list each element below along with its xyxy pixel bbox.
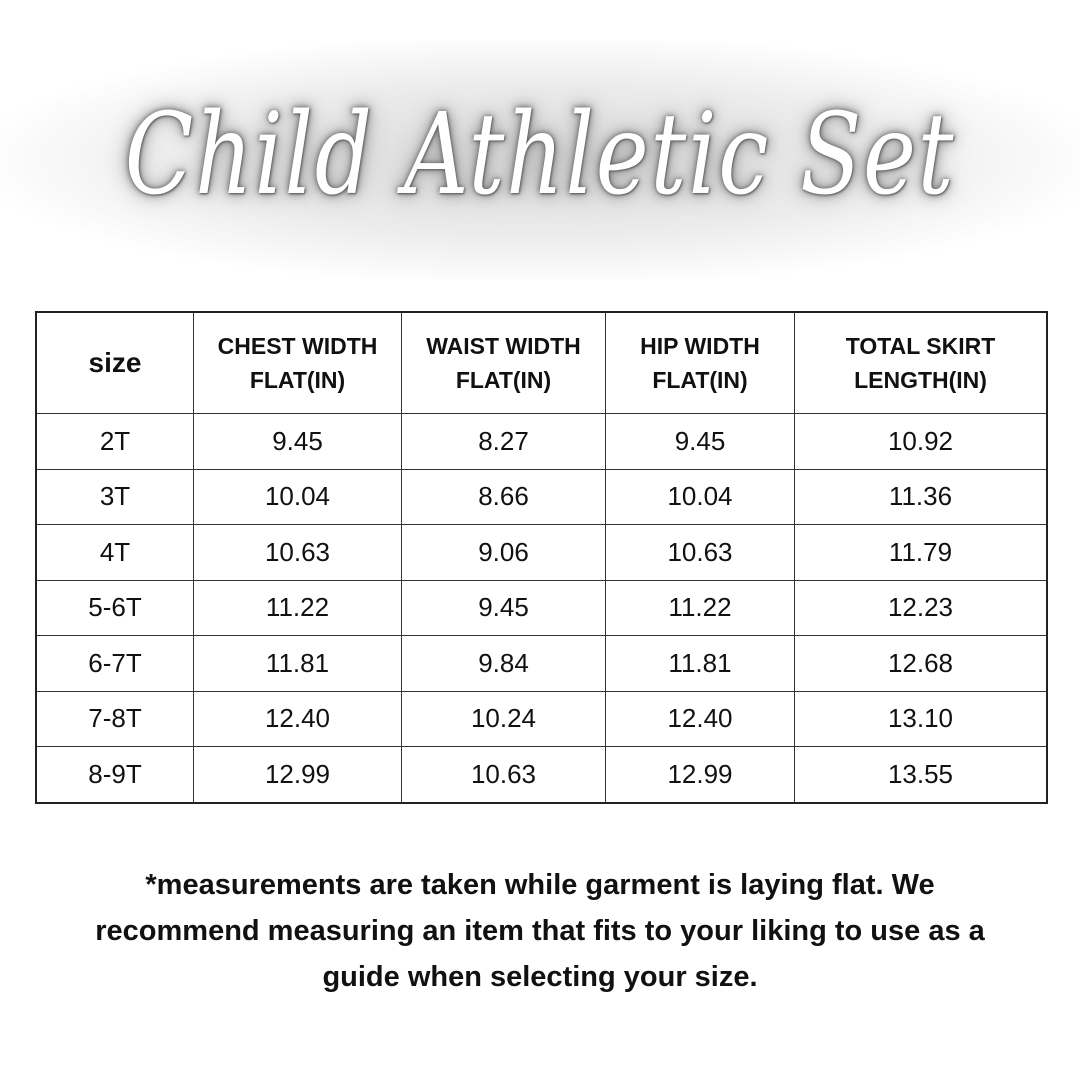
cell-waist-width: 10.63 bbox=[401, 746, 606, 803]
table-row: 6-7T 11.81 9.84 11.81 12.68 bbox=[35, 635, 1048, 692]
cell-hip-width: 11.22 bbox=[605, 579, 795, 636]
cell-chest-width: 9.45 bbox=[193, 413, 402, 470]
cell-total-skirt-length: 10.92 bbox=[794, 413, 1048, 470]
header-chest-width: CHEST WIDTH FLAT(IN) bbox=[193, 311, 402, 414]
cell-hip-width: 9.45 bbox=[605, 413, 795, 470]
cell-size: 6-7T bbox=[35, 635, 194, 692]
header-hip-width: HIP WIDTH FLAT(IN) bbox=[605, 311, 795, 414]
header-label: FLAT(IN) bbox=[455, 367, 552, 393]
table-row: 8-9T 12.99 10.63 12.99 13.55 bbox=[35, 746, 1048, 803]
cell-total-skirt-length: 13.10 bbox=[794, 690, 1048, 747]
cell-waist-width: 8.27 bbox=[401, 413, 606, 470]
header-size: size bbox=[35, 311, 194, 414]
size-chart-table: size CHEST WIDTH FLAT(IN) WAIST WIDTH FLAT… bbox=[35, 311, 1048, 804]
note-line: recommend measuring an item that fits to… bbox=[95, 915, 985, 947]
cell-size: 4T bbox=[35, 524, 194, 581]
table-header-row: size CHEST WIDTH FLAT(IN) WAIST WIDTH FLAT… bbox=[35, 311, 1048, 414]
page-title: Child Athletic Set bbox=[124, 90, 956, 220]
cell-size: 7-8T bbox=[35, 690, 194, 747]
cell-size: 8-9T bbox=[35, 746, 194, 803]
cell-waist-width: 9.45 bbox=[401, 579, 606, 636]
cell-size: 3T bbox=[35, 468, 194, 525]
header-label: size bbox=[88, 347, 142, 378]
table-row: 7-8T 12.40 10.24 12.40 13.10 bbox=[35, 690, 1048, 747]
cell-waist-width: 10.24 bbox=[401, 690, 606, 747]
cell-chest-width: 12.99 bbox=[193, 746, 402, 803]
cell-hip-width: 10.04 bbox=[605, 468, 795, 525]
table-row: 4T 10.63 9.06 10.63 11.79 bbox=[35, 524, 1048, 581]
cell-size: 2T bbox=[35, 413, 194, 470]
cell-hip-width: 12.40 bbox=[605, 690, 795, 747]
cell-hip-width: 12.99 bbox=[605, 746, 795, 803]
cell-waist-width: 8.66 bbox=[401, 468, 606, 525]
table-row: 2T 9.45 8.27 9.45 10.92 bbox=[35, 413, 1048, 470]
header-label: FLAT(IN) bbox=[249, 367, 346, 393]
cell-chest-width: 10.63 bbox=[193, 524, 402, 581]
header-label: WAIST WIDTH bbox=[426, 333, 581, 359]
table-row: 5-6T 11.22 9.45 11.22 12.23 bbox=[35, 579, 1048, 636]
header-total-skirt-length: TOTAL SKIRT LENGTH(IN) bbox=[794, 311, 1048, 414]
cell-chest-width: 11.81 bbox=[193, 635, 402, 692]
header-label: CHEST WIDTH bbox=[217, 333, 378, 359]
cell-total-skirt-length: 11.36 bbox=[794, 468, 1048, 525]
cell-total-skirt-length: 12.23 bbox=[794, 579, 1048, 636]
measurement-note: *measurements are taken while garment is… bbox=[0, 862, 1080, 1000]
header-waist-width: WAIST WIDTH FLAT(IN) bbox=[401, 311, 606, 414]
table-row: 3T 10.04 8.66 10.04 11.36 bbox=[35, 468, 1048, 525]
cell-hip-width: 10.63 bbox=[605, 524, 795, 581]
title-glow-background bbox=[0, 40, 1080, 280]
note-line: guide when selecting your size. bbox=[322, 961, 758, 993]
title-container: Child Athletic Set bbox=[0, 85, 1080, 235]
cell-size: 5-6T bbox=[35, 579, 194, 636]
header-label: FLAT(IN) bbox=[652, 367, 748, 393]
cell-total-skirt-length: 11.79 bbox=[794, 524, 1048, 581]
cell-hip-width: 11.81 bbox=[605, 635, 795, 692]
header-label: TOTAL SKIRT bbox=[845, 333, 996, 359]
cell-chest-width: 12.40 bbox=[193, 690, 402, 747]
cell-chest-width: 10.04 bbox=[193, 468, 402, 525]
header-label: LENGTH(IN) bbox=[854, 367, 987, 393]
header-label: HIP WIDTH bbox=[640, 333, 760, 359]
cell-total-skirt-length: 13.55 bbox=[794, 746, 1048, 803]
note-line: *measurements are taken while garment is… bbox=[145, 869, 935, 901]
cell-chest-width: 11.22 bbox=[193, 579, 402, 636]
cell-total-skirt-length: 12.68 bbox=[794, 635, 1048, 692]
cell-waist-width: 9.06 bbox=[401, 524, 606, 581]
cell-waist-width: 9.84 bbox=[401, 635, 606, 692]
